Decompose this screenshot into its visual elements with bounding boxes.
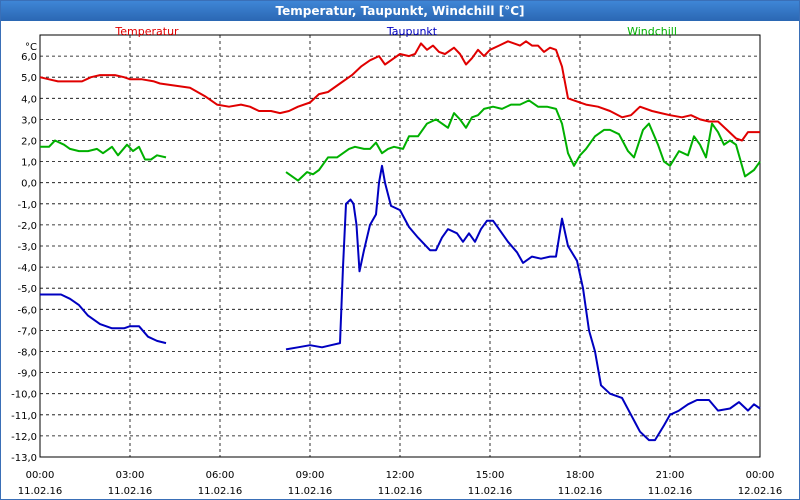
y-tick-label: 4,0 (21, 94, 37, 105)
y-tick-label: -7,0 (17, 326, 37, 337)
y-tick-label: 5,0 (21, 73, 37, 84)
x-tick-date: 11.02.16 (378, 486, 423, 497)
legend-item-windchill: Windchill (627, 25, 677, 38)
series-lines (39, 40, 761, 442)
y-tick-label: -13,0 (11, 453, 37, 464)
y-tick-label: -3,0 (17, 242, 37, 253)
x-tick-time: 00:00 (26, 470, 55, 481)
series-line-taupunkt (40, 164, 761, 442)
y-tick-label: 6,0 (21, 52, 37, 63)
y-tick-label: -5,0 (17, 284, 37, 295)
x-axis: 00:00 11.02.16 03:00 11.02.16 06:00 11.02.16 0… (18, 470, 783, 497)
y-axis-label: °C (25, 42, 37, 53)
grid (40, 35, 760, 457)
x-tick-date: 11.02.16 (288, 486, 333, 497)
x-tick-date: 12.02.16 (738, 486, 783, 497)
y-tick-label: -2,0 (17, 221, 37, 232)
x-tick-time: 18:00 (566, 470, 595, 481)
x-tick-date: 11.02.16 (18, 486, 63, 497)
y-tick-label: -11,0 (11, 411, 37, 422)
y-tick-label: 3,0 (21, 115, 37, 126)
x-tick-date: 11.02.16 (648, 486, 693, 497)
series-line-windchill (40, 99, 761, 182)
x-tick-time: 09:00 (296, 470, 325, 481)
legend-item-taupunkt: Taupunkt (386, 25, 438, 38)
x-tick-time: 00:00 (746, 470, 775, 481)
y-tick-label: 1,0 (21, 158, 37, 169)
x-tick-time: 12:00 (386, 470, 415, 481)
legend-item-temperatur: Temperatur (114, 25, 179, 38)
y-axis: 6,0 5,0 4,0 3,0 2,0 1,0 0,0 -1,0 -2,0 -3,0 -4,0 -5,… (11, 52, 37, 464)
y-tick-label: -10,0 (11, 390, 37, 401)
y-tick-label: -12,0 (11, 432, 37, 443)
x-tick-date: 11.02.16 (198, 486, 243, 497)
y-tick-label: -9,0 (17, 369, 37, 380)
chart-title: Temperatur, Taupunkt, Windchill [°C] (1, 1, 799, 21)
x-tick-time: 21:00 (656, 470, 685, 481)
y-tick-label: -8,0 (17, 348, 37, 359)
y-tick-label: 2,0 (21, 137, 37, 148)
x-tick-time: 15:00 (476, 470, 505, 481)
x-tick-date: 11.02.16 (558, 486, 603, 497)
y-tick-label: -1,0 (17, 200, 37, 211)
y-tick-label: -6,0 (17, 305, 37, 316)
x-tick-date: 11.02.16 (108, 486, 153, 497)
y-tick-label: 0,0 (21, 179, 37, 190)
x-tick-date: 11.02.16 (468, 486, 513, 497)
y-tick-label: -4,0 (17, 263, 37, 274)
legend: Temperatur Taupunkt Windchill (114, 25, 677, 38)
x-tick-time: 06:00 (206, 470, 235, 481)
series-line-temperatur (39, 40, 760, 142)
x-tick-time: 03:00 (116, 470, 145, 481)
